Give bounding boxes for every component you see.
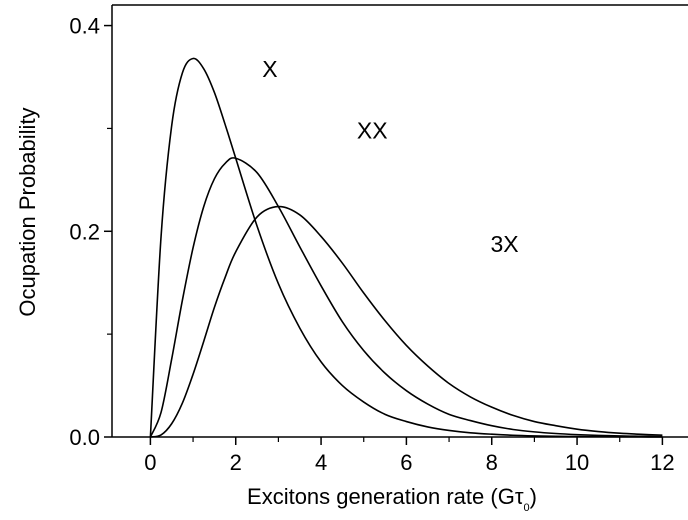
y-tick-label: 0.2: [69, 219, 100, 244]
y-tick-label: 0.4: [69, 14, 100, 39]
curve-label-x: X: [262, 56, 277, 82]
plot-axes: [111, 4, 688, 438]
x-axis-label-prefix: Excitons generation rate (G: [247, 484, 515, 509]
x-axis-label-tau: τ: [515, 484, 524, 509]
x-tick-label: 0: [144, 450, 156, 475]
y-tick-label: 0.0: [69, 425, 100, 450]
x-tick-label: 6: [400, 450, 412, 475]
x-axis-label-suffix: ): [530, 484, 537, 509]
x-tick-label: 2: [230, 450, 242, 475]
series-line-3x: [150, 205, 663, 438]
x-ticks: 0 2 4 6 8 10 12: [144, 437, 675, 475]
x-tick-label: 10: [565, 450, 589, 475]
x-tick-label: 12: [650, 450, 674, 475]
x-tick-label: 8: [486, 450, 498, 475]
x-axis-label-subscript: 0: [524, 502, 530, 514]
series-line-xx: [149, 157, 663, 438]
curve-label-xx: XX: [357, 118, 388, 144]
x-tick-label: 4: [315, 450, 327, 475]
series-line-x: [149, 57, 663, 438]
y-ticks: 0.0 0.2 0.4: [69, 14, 112, 450]
x-axis-label: Excitons generation rate (Gτ0): [247, 484, 537, 514]
curve-label-3x: 3X: [490, 231, 518, 257]
curves: [149, 57, 663, 438]
y-axis-label: Ocupation Probability: [15, 107, 40, 316]
